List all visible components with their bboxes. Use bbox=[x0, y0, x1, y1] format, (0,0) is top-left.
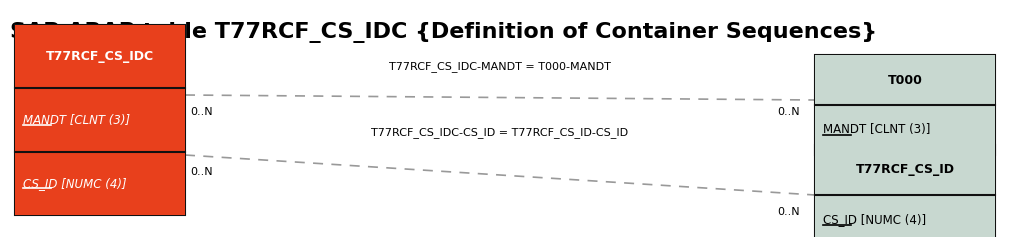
Bar bbox=[815, 145, 995, 237]
Text: MANDT [CLNT (3)]: MANDT [CLNT (3)] bbox=[23, 114, 130, 127]
Text: T77RCF_CS_ID: T77RCF_CS_ID bbox=[856, 164, 955, 177]
Text: 0..N: 0..N bbox=[190, 167, 213, 177]
Text: MANDT [CLNT (3)]: MANDT [CLNT (3)] bbox=[823, 123, 930, 137]
Bar bbox=[815, 55, 995, 105]
Text: SAP ABAP table T77RCF_CS_IDC {Definition of Container Sequences}: SAP ABAP table T77RCF_CS_IDC {Definition… bbox=[10, 22, 877, 43]
Text: T000: T000 bbox=[888, 73, 922, 87]
Bar bbox=[815, 55, 995, 155]
Text: CS_ID [NUMC (4)]: CS_ID [NUMC (4)] bbox=[23, 177, 126, 190]
Bar bbox=[15, 25, 185, 215]
Text: T77RCF_CS_IDC-CS_ID = T77RCF_CS_ID-CS_ID: T77RCF_CS_IDC-CS_ID = T77RCF_CS_ID-CS_ID bbox=[371, 127, 629, 138]
Bar bbox=[15, 88, 185, 152]
Text: 0..N: 0..N bbox=[777, 107, 800, 117]
Text: T77RCF_CS_IDC-MANDT = T000-MANDT: T77RCF_CS_IDC-MANDT = T000-MANDT bbox=[389, 61, 610, 72]
Bar bbox=[815, 195, 995, 237]
Text: 0..N: 0..N bbox=[190, 107, 213, 117]
Bar bbox=[815, 105, 995, 155]
Text: 0..N: 0..N bbox=[777, 207, 800, 217]
Bar bbox=[15, 152, 185, 215]
Text: CS_ID [NUMC (4)]: CS_ID [NUMC (4)] bbox=[823, 214, 926, 227]
Bar bbox=[815, 145, 995, 195]
Bar bbox=[15, 25, 185, 88]
Text: T77RCF_CS_IDC: T77RCF_CS_IDC bbox=[46, 50, 154, 63]
